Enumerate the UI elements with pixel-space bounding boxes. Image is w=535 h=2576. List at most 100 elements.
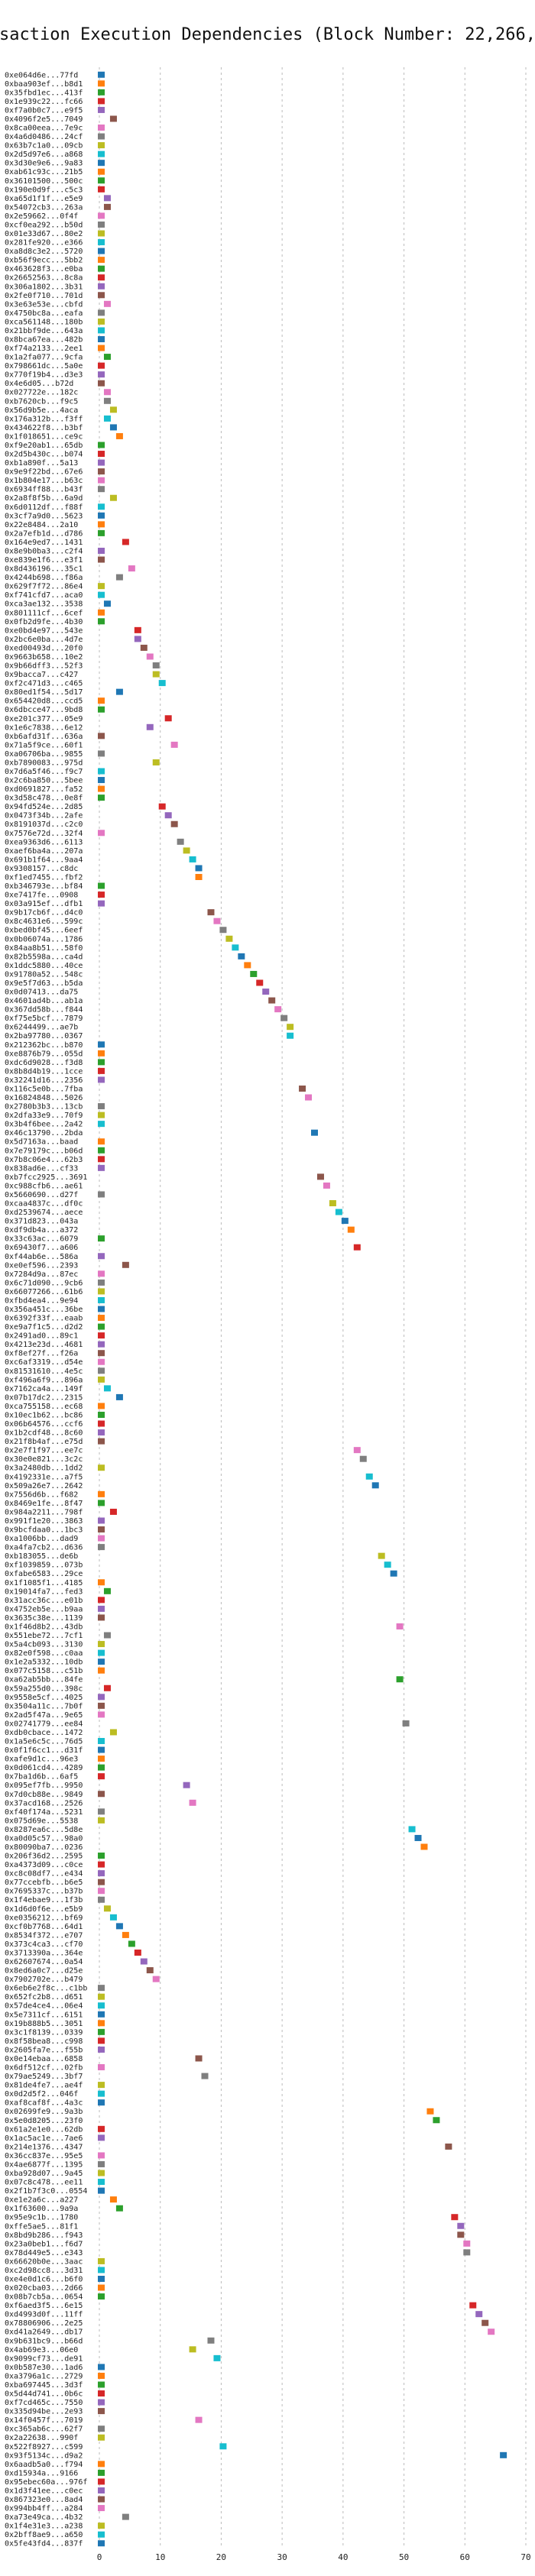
x-tick-label: 10 [155, 2552, 165, 2562]
y-tick-label: 0xb1a890f...5a13 [5, 459, 78, 468]
y-tick-label: 0xf7a0b0c7...e9f5 [5, 106, 83, 115]
y-tick-label: 0x8b8d4b19...1cce [5, 1067, 83, 1076]
transaction-bar [152, 759, 160, 765]
y-tick-label: 0xc988cfb6...ae61 [5, 1182, 83, 1190]
y-tick-label: 0x66620b0e...3aac [5, 2257, 83, 2266]
y-tick-label: 0x8191037d...c2c0 [5, 820, 83, 829]
transaction-bar [115, 1393, 123, 1400]
transaction-bar [98, 248, 105, 254]
transaction-bar [98, 283, 105, 290]
y-tick-label: 0x6244499...ae7b [5, 1024, 78, 1032]
transaction-bar [98, 362, 105, 369]
transaction-bar [98, 2390, 105, 2397]
transaction-bar [98, 1253, 105, 1260]
transaction-bar [98, 2505, 105, 2512]
y-tick-label: 0x373c4ca3...cf70 [5, 1940, 83, 1949]
transaction-bar [134, 626, 141, 633]
y-tick-label: 0x6aadb5a0...f794 [5, 2461, 83, 2469]
y-tick-label: 0xb6afd31f...636a [5, 733, 83, 741]
transaction-bar [140, 644, 148, 651]
transaction-bar [98, 785, 105, 792]
transaction-bar [103, 195, 111, 202]
transaction-bar [256, 979, 264, 986]
y-tick-label: 0x075d69e...5538 [5, 1817, 78, 1825]
y-tick-label: 0x691b1f64...9aa4 [5, 856, 83, 864]
transaction-bar [98, 2082, 105, 2089]
y-tick-label: 0x2d5d97e6...a868 [5, 150, 83, 159]
transaction-bar [98, 451, 105, 458]
y-tick-label: 0x3d58c478...0e8f [5, 794, 83, 803]
transaction-bar [98, 1059, 105, 1066]
y-tick-label: 0x654420d8...ccd5 [5, 697, 83, 706]
transaction-bar [98, 2257, 105, 2264]
y-tick-label: 0x551ebe72...7cf1 [5, 1632, 83, 1640]
transaction-bar [98, 503, 105, 510]
y-tick-label: 0x7d6a5f46...f9c7 [5, 768, 83, 776]
y-tick-label: 0xd4993d0f...11ff [5, 2311, 83, 2319]
y-tick-label: 0x6392f33f...eaab [5, 1315, 83, 1323]
transaction-bar [371, 1482, 379, 1489]
y-tick-label: 0xfbd4ea4...9e94 [5, 1296, 78, 1305]
transaction-bar [98, 1535, 105, 1542]
transaction-bar [98, 2523, 105, 2529]
y-tick-label: 0xa0d05c57...98a0 [5, 1834, 83, 1843]
y-tick-label: 0xe0356212...bf69 [5, 1914, 83, 1922]
transaction-bar [183, 1782, 190, 1788]
transaction-bar [98, 1315, 105, 1322]
y-tick-label: 0x54072cb3...263a [5, 203, 83, 212]
y-tick-label: 0x206f36d2...2595 [5, 1853, 83, 1861]
transaction-bar [103, 1385, 111, 1392]
transaction-bar [98, 1332, 105, 1339]
transaction-bar [98, 1341, 105, 1348]
transaction-bar [98, 1306, 105, 1312]
y-tick-label: 0x801111cf...6cef [5, 609, 83, 617]
y-tick-label: 0x1a5e6c5c...76d5 [5, 1738, 83, 1746]
transaction-bar [103, 389, 111, 396]
transaction-bar [146, 653, 154, 660]
y-tick-label: 0x8d436196...35c1 [5, 565, 83, 574]
y-tick-label: 0x838ad6e...cf33 [5, 1164, 78, 1173]
transaction-bar [98, 1738, 105, 1745]
transaction-bar [98, 1579, 105, 1586]
y-tick-label: 0x21f8b4af...e75d [5, 1438, 83, 1446]
transaction-bar [98, 556, 105, 563]
y-tick-label: 0x176a312b...f3ff [5, 415, 83, 423]
transaction-bar [98, 1659, 105, 1665]
y-tick-label: 0x6934ff88...b43f [5, 486, 83, 494]
transaction-bar [98, 486, 105, 493]
transaction-bar [213, 917, 221, 924]
y-tick-label: 0xf496a6f9...896a [5, 1376, 83, 1384]
transaction-bar [164, 715, 172, 722]
transaction-bar [98, 1605, 105, 1612]
y-tick-label: 0xf1039859...073b [5, 1561, 83, 1570]
y-tick-label: 0x82b5598a...ca4d [5, 953, 83, 961]
y-tick-label: 0xfabe6583...29ce [5, 1570, 83, 1578]
transaction-bar [287, 1032, 294, 1039]
y-tick-label: 0x4096f2e5...7049 [5, 115, 83, 124]
y-tick-label: 0x95ebec60a...976f [5, 2478, 87, 2487]
transaction-bar [98, 2381, 105, 2388]
transaction-bar [98, 274, 105, 281]
transaction-bar [451, 2214, 459, 2221]
transaction-bar [98, 1517, 105, 1524]
transaction-bar [103, 1684, 111, 1691]
y-tick-label: 0x3b4f6bee...2a42 [5, 1121, 83, 1129]
transaction-marks [98, 71, 507, 2547]
transaction-bar [98, 125, 105, 131]
y-tick-label: 0xc365ab6c...62f7 [5, 2426, 83, 2434]
transaction-bar [98, 1358, 105, 1365]
y-tick-label: 0xba697445...3d3f [5, 2381, 83, 2390]
transaction-bar [98, 2461, 105, 2468]
transaction-bar [98, 1896, 105, 1903]
transaction-bar [98, 1067, 105, 1074]
y-tick-label: 0x3d30e9e6...9a83 [5, 160, 83, 168]
y-tick-label: 0x0d2d5f2...046f [5, 2090, 78, 2099]
y-tick-label: 0x8f58bea8...c998 [5, 2037, 83, 2046]
y-tick-label: 0x281fe920...e366 [5, 239, 83, 248]
transaction-bar [98, 733, 105, 739]
y-tick-label: 0xf2c471d3...c465 [5, 680, 83, 688]
transaction-bar [115, 688, 123, 695]
transaction-bar [98, 521, 105, 528]
transaction-bar [396, 1623, 404, 1629]
y-tick-label: 0x9558e5cf...4025 [5, 1694, 83, 1702]
